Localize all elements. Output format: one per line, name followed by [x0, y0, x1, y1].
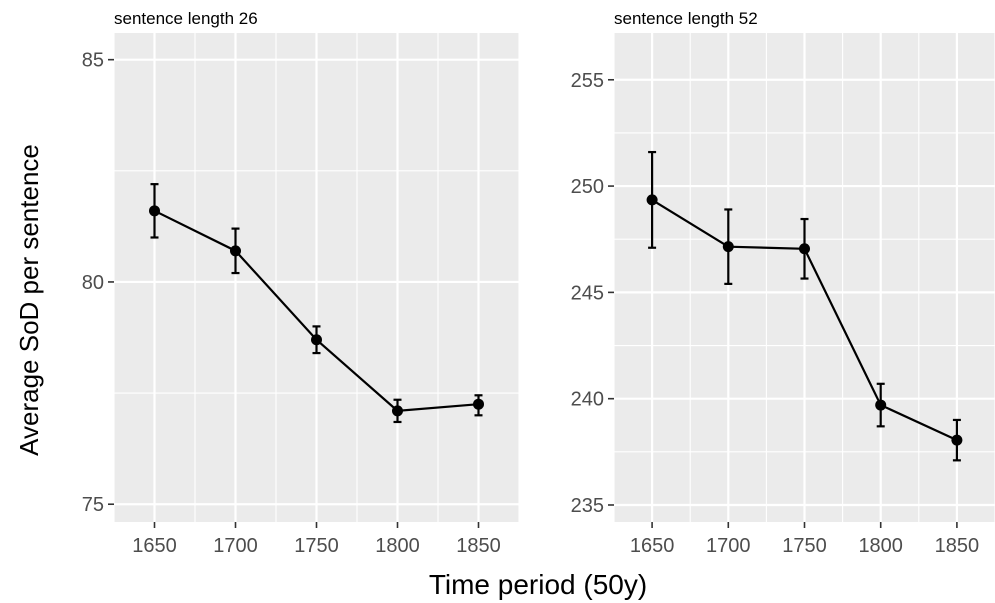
- x-tick-label: 1750: [782, 535, 827, 557]
- y-tick-label: 240: [571, 389, 604, 411]
- x-tick-label: 1800: [375, 535, 420, 557]
- y-tick-label: 255: [571, 70, 604, 92]
- panel-title-left: sentence length 26: [114, 9, 258, 28]
- x-tick-label: 1850: [935, 535, 980, 557]
- x-axis-title: Time period (50y): [429, 569, 647, 600]
- panel-title-right: sentence length 52: [614, 9, 758, 28]
- data-point: [722, 241, 734, 253]
- x-tick-label: 1800: [858, 535, 903, 557]
- y-tick-label: 80: [82, 272, 104, 294]
- chart-panel-right: 235 240 245 250 255 1650 1700 1750 1800 1850 sente…: [571, 9, 995, 557]
- data-point: [149, 205, 160, 217]
- data-point: [799, 243, 810, 255]
- x-tick-label: 1650: [630, 535, 675, 557]
- chart-panel-left: 75 80 85 1650 1700 1750 1800 1850 sentence lengt…: [82, 9, 520, 557]
- y-tick-label: 85: [82, 50, 104, 72]
- y-tick-label: 235: [571, 495, 604, 517]
- y-axis-title: Average SoD per sentence: [14, 144, 44, 456]
- x-tick-label: 1700: [213, 535, 258, 557]
- data-point: [646, 194, 658, 206]
- y-tick-label: 250: [571, 176, 604, 198]
- x-tick-label: 1650: [132, 535, 177, 557]
- data-point: [875, 399, 887, 411]
- data-point: [392, 405, 403, 417]
- data-point: [230, 245, 241, 257]
- data-point: [473, 398, 484, 410]
- data-point: [951, 434, 963, 446]
- x-tick-label: 1850: [456, 535, 501, 557]
- y-tick-label: 75: [82, 494, 104, 516]
- data-point: [311, 334, 322, 346]
- y-tick-label: 245: [571, 282, 604, 304]
- x-tick-label: 1700: [706, 535, 751, 557]
- x-tick-label: 1750: [294, 535, 339, 557]
